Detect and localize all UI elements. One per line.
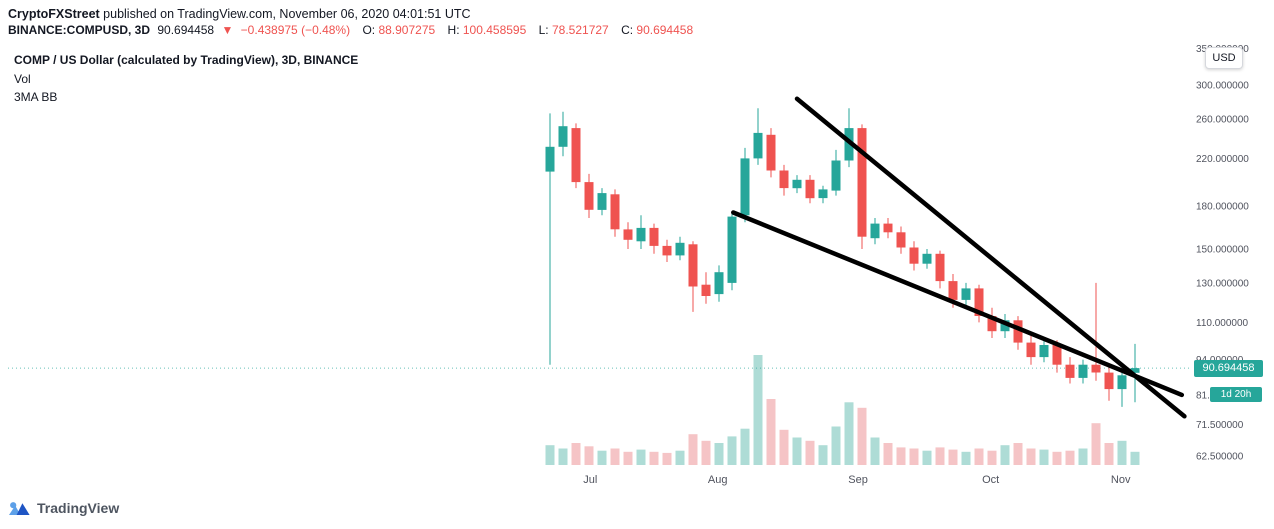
high-value: 100.458595 (462, 23, 527, 37)
tradingview-logo-text: TradingView (37, 500, 120, 516)
low-label: L: (538, 23, 549, 37)
ma-bb-indicator-label[interactable]: 3MA BB (14, 90, 58, 104)
svg-text:62.500000: 62.500000 (1196, 452, 1244, 463)
author-name: CryptoFXStreet (8, 7, 100, 21)
svg-text:Aug: Aug (708, 474, 728, 486)
svg-text:71.500000: 71.500000 (1196, 420, 1244, 431)
close-label: C: (621, 23, 634, 37)
svg-text:260.000000: 260.000000 (1196, 114, 1249, 125)
down-triangle-icon: ▼ (221, 23, 234, 37)
svg-text:Oct: Oct (982, 474, 999, 486)
svg-text:300.000000: 300.000000 (1196, 81, 1249, 92)
svg-text:Sep: Sep (848, 474, 868, 486)
price-change: −0.438975 (−0.48%) (240, 23, 351, 37)
svg-text:110.000000: 110.000000 (1196, 318, 1249, 329)
last-price: 90.694458 (157, 23, 215, 37)
byline: CryptoFXStreet published on TradingView.… (8, 7, 471, 21)
low-value: 78.521727 (551, 23, 609, 37)
svg-text:150.000000: 150.000000 (1196, 245, 1249, 256)
last-price-axis-badge: 90.694458 (1194, 359, 1263, 377)
chart-legend: COMP / US Dollar (calculated by TradingV… (14, 51, 358, 107)
close-value: 90.694458 (636, 23, 694, 37)
svg-text:Nov: Nov (1111, 474, 1131, 486)
tradingview-logo-link[interactable]: TradingView (8, 500, 119, 516)
tradingview-logo-icon (8, 500, 31, 516)
chart-title: COMP / US Dollar (calculated by TradingV… (14, 53, 359, 67)
symbol-info-bar: BINANCE:COMPUSD, 3D 90.694458 ▼ −0.43897… (8, 23, 697, 37)
svg-text:180.000000: 180.000000 (1196, 201, 1249, 212)
open-label: O: (362, 23, 376, 37)
volume-indicator-label[interactable]: Vol (14, 71, 31, 86)
byline-text: published on TradingView.com, November 0… (99, 7, 471, 21)
svg-text:220.000000: 220.000000 (1196, 154, 1249, 165)
high-label: H: (447, 23, 460, 37)
svg-text:130.000000: 130.000000 (1196, 278, 1249, 289)
bar-countdown-badge: 1d 20h (1210, 386, 1262, 402)
symbol-name: BINANCE:COMPUSD, 3D (8, 23, 151, 37)
svg-text:Jul: Jul (583, 474, 597, 486)
currency-usd-button[interactable]: USD (1205, 47, 1243, 69)
open-value: 88.907275 (378, 23, 436, 37)
